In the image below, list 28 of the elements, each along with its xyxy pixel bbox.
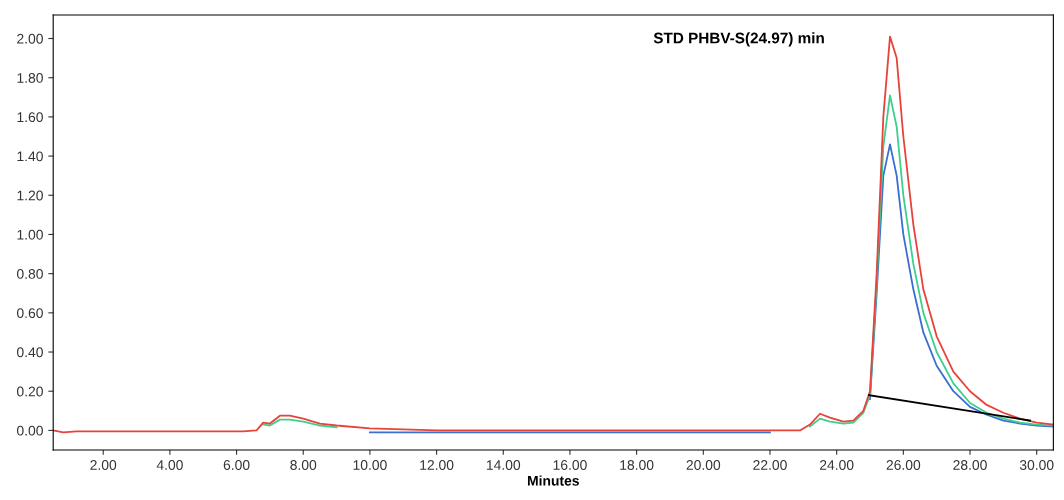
x-axis-title: Minutes xyxy=(527,475,579,486)
x-tick-label: 10.00 xyxy=(353,460,387,470)
x-tick-label: 14.00 xyxy=(486,460,521,470)
y-tick-label: 0.80 xyxy=(16,268,43,279)
x-tick-label: 8.00 xyxy=(290,460,317,470)
y-tick-label: 1.20 xyxy=(17,190,43,201)
y-tick-label: 0.60 xyxy=(16,308,43,319)
y-tick-label: 1.80 xyxy=(17,73,43,83)
x-tick-label: 2.00 xyxy=(90,460,117,470)
x-tick-label: 18.00 xyxy=(620,460,654,470)
y-tick-label: 1.00 xyxy=(17,229,43,240)
y-tick-label: 0.20 xyxy=(16,386,43,397)
y-tick-label: 0.00 xyxy=(16,425,43,436)
x-tick-label: 6.00 xyxy=(223,460,250,470)
x-tick-label: 16.00 xyxy=(553,460,587,470)
x-tick-label: 26.00 xyxy=(886,460,921,470)
y-tick-label: 1.40 xyxy=(17,151,43,162)
x-tick-label: 4.00 xyxy=(156,460,183,470)
x-tick-label: 22.00 xyxy=(753,460,787,470)
annotation: STD PHBV-S(24.97) min xyxy=(653,32,824,47)
x-tick-label: 12.00 xyxy=(420,460,454,470)
x-tick-label: 24.00 xyxy=(819,460,854,470)
x-tick-label: 30.00 xyxy=(1019,460,1054,470)
x-tick-label: 20.00 xyxy=(686,460,721,470)
y-tick-label: 2.00 xyxy=(17,33,43,44)
y-tick-label: 1.60 xyxy=(17,112,43,123)
y-tick-label: 0.40 xyxy=(16,347,43,358)
x-tick-label: 28.00 xyxy=(953,460,987,470)
